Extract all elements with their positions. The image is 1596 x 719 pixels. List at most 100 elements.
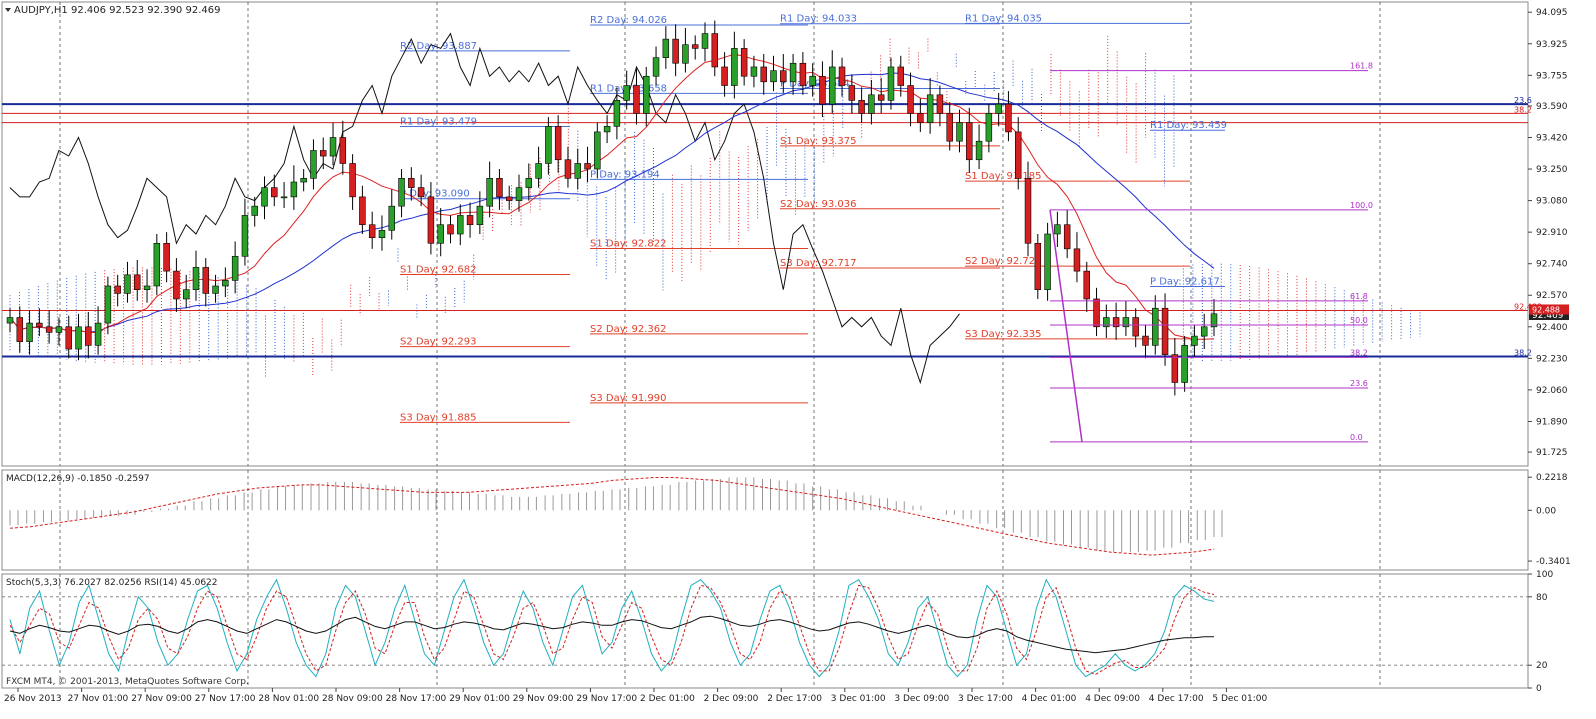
kijun-line (9, 72, 1215, 333)
x-tick-label: 27 Nov 17:00 (195, 694, 256, 704)
candle-body (505, 196, 513, 201)
pivot-label: S3 Day: 91.990 (590, 393, 666, 404)
candle-body (613, 100, 621, 127)
pivot-label: R2 Day: 93.887 (400, 41, 477, 52)
candle-body (486, 178, 493, 207)
pivot-label: R1 Day: 93.459 (1150, 120, 1227, 131)
candle-body (134, 274, 141, 290)
candle-body (466, 215, 474, 226)
stoch-y-tick-label: 100 (1536, 570, 1553, 580)
x-tick-label: 29 Nov 09:00 (513, 694, 574, 704)
horizontal-level-label: 23.6 (1514, 96, 1532, 105)
candle-body (721, 66, 728, 86)
candle-body (917, 113, 924, 123)
candle-body (1073, 248, 1081, 272)
chart-title: AUDJPY,H1 92.406 92.523 92.390 92.469 (14, 5, 220, 16)
y-tick-label: 93.250 (1536, 165, 1568, 175)
x-tick-label: 29 Nov 17:00 (576, 694, 637, 704)
candle-body (496, 178, 503, 198)
candle-body (310, 150, 317, 179)
candle-body (682, 44, 689, 64)
candle-body (809, 75, 816, 86)
macd-panel-frame (1, 469, 1529, 571)
candle-body (1103, 317, 1110, 328)
tenkan-line (9, 53, 1215, 340)
candle-body (1024, 178, 1032, 244)
candle-body (437, 224, 444, 244)
candle-body (554, 126, 562, 161)
candle-body (271, 187, 278, 198)
horizontal-level-label: 38.2 (1514, 348, 1532, 357)
candle-body (182, 289, 190, 300)
candle-body (55, 326, 63, 333)
y-tick-label: 92.740 (1536, 260, 1568, 270)
chikou-span-line (9, 32, 960, 385)
candle-body (261, 187, 268, 207)
fibonacci-level-label: 50.0 (1350, 316, 1368, 325)
macd-y-tick-label: -0.3401 (1536, 557, 1571, 567)
fibonacci-level-label: 161.8 (1350, 62, 1373, 71)
pivot-label: S1 Day: 92.682 (400, 264, 476, 275)
x-tick-label: 28 Nov 01:00 (258, 694, 319, 704)
candle-body (388, 205, 395, 231)
candle-body (995, 103, 1002, 114)
candle-body (966, 122, 973, 161)
macd-y-tick-label: 0.2218 (1536, 473, 1568, 483)
candle-body (623, 85, 630, 101)
candle-body (926, 94, 934, 123)
candle-body (1063, 224, 1071, 250)
fibonacci-trendline (1049, 209, 1083, 442)
x-tick-label: 28 Nov 17:00 (386, 694, 447, 704)
y-tick-label: 91.890 (1536, 417, 1568, 427)
candle-body (300, 178, 307, 183)
candle-body (633, 85, 640, 114)
fibonacci-level-label: 0.0 (1350, 433, 1363, 442)
candle-body (1083, 270, 1090, 300)
y-tick-label: 93.590 (1536, 102, 1568, 112)
candle-body (760, 66, 767, 83)
candle-body (241, 215, 249, 257)
candle-body (231, 255, 239, 281)
candle-body (877, 94, 885, 101)
candle-body (975, 140, 983, 161)
x-tick-label: 3 Dec 09:00 (894, 694, 949, 704)
y-tick-label: 93.755 (1536, 71, 1568, 81)
candle-body (1054, 224, 1061, 235)
candle-body (114, 285, 121, 294)
candle-body (457, 215, 464, 235)
candle-body (417, 187, 425, 198)
candle-body (701, 33, 709, 49)
stoch-signal-line (9, 584, 1215, 675)
candle-body (1122, 317, 1130, 328)
candle-body (368, 224, 376, 239)
x-tick-label: 4 Dec 09:00 (1085, 694, 1140, 704)
candle-body (780, 70, 787, 83)
fibonacci-level-label: 23.6 (1350, 379, 1368, 388)
pivot-label: S2 Day: 92.727 (965, 256, 1041, 267)
candle-body (349, 163, 356, 198)
copyright-text: FXCM MT4, © 2001-2013, MetaQuotes Softwa… (6, 677, 249, 687)
stoch-title: Stoch(5,3,3) 76.2027 82.0256 RSI(14) 45.… (6, 578, 218, 588)
candle-body (75, 326, 82, 350)
pivot-label: S3 Day: 92.335 (965, 329, 1041, 340)
candle-body (1112, 317, 1120, 328)
x-tick-label: 27 Nov 09:00 (131, 694, 192, 704)
x-tick-label: 2 Dec 17:00 (767, 694, 822, 704)
y-tick-label: 93.080 (1536, 197, 1568, 207)
candle-body (36, 322, 43, 328)
candle-body (956, 122, 963, 142)
candle-body (104, 285, 112, 324)
pivot-label: P Day: 93.090 (400, 189, 470, 200)
candle-body (574, 163, 581, 179)
pivot-label: S1 Day: 93.185 (965, 171, 1041, 182)
y-tick-label: 92.060 (1536, 386, 1568, 396)
candle-body (1171, 354, 1179, 383)
candle-body (251, 205, 258, 216)
x-tick-label: 26 Nov 2013 (4, 694, 62, 704)
candle-body (45, 326, 53, 333)
candle-body (603, 126, 611, 133)
fibonacci-level-label: 38.2 (1350, 348, 1368, 357)
y-tick-label: 93.925 (1536, 40, 1568, 50)
